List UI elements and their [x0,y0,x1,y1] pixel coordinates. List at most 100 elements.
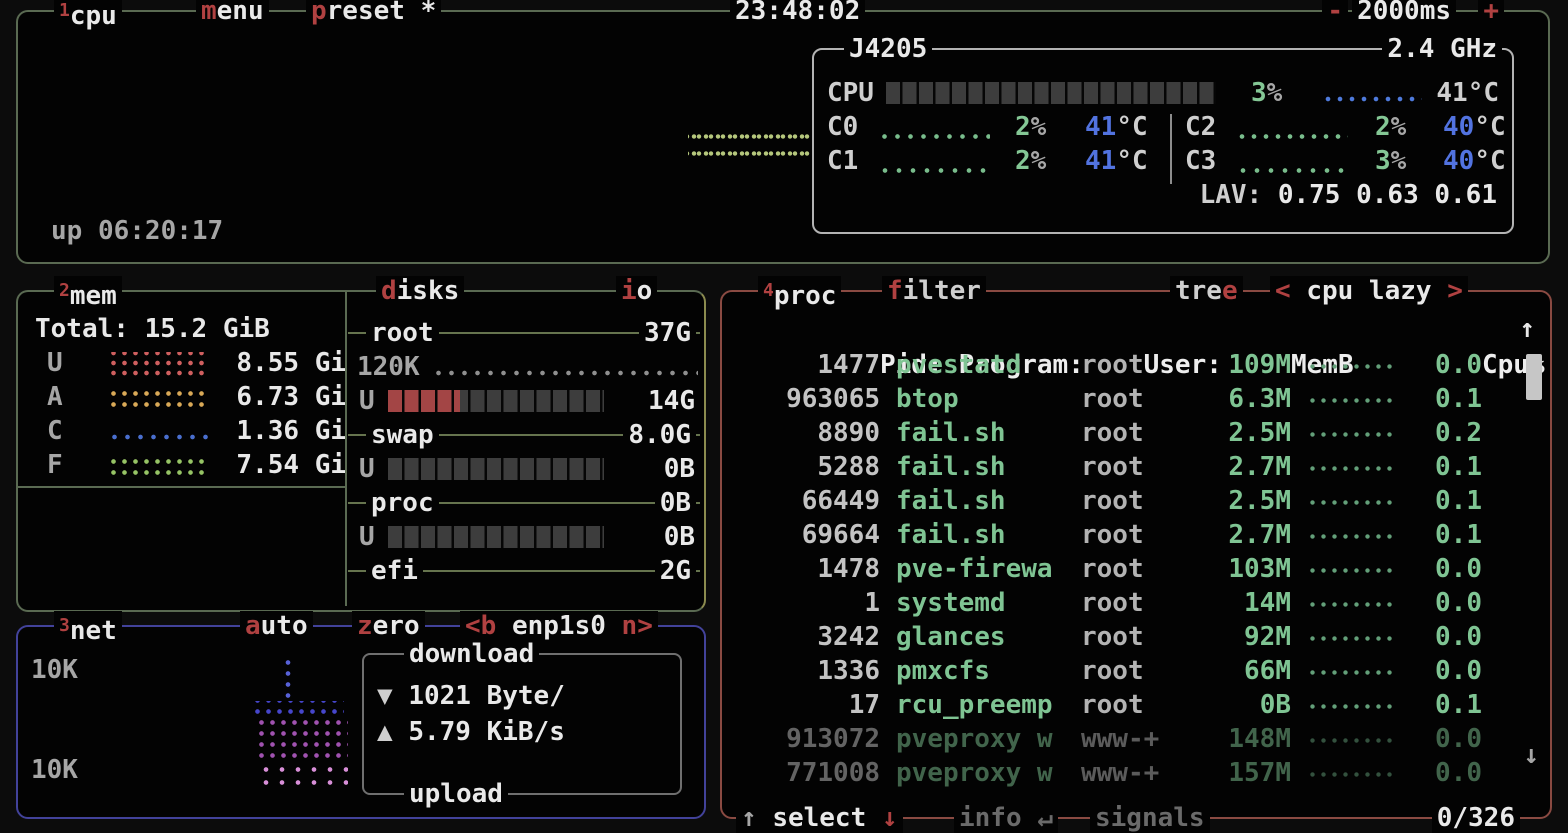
process-cpu: 0.0 [1435,656,1482,686]
process-name: pvestatd [896,350,1022,380]
proc-box-title: proc [773,281,837,311]
mem-total: Total: 15.2 GiB [35,314,270,344]
process-row[interactable]: 69664 fail.sh root 2.7M 0.1 [730,518,1520,552]
process-row[interactable]: 5288 fail.sh root 2.7M 0.1 [730,450,1520,484]
plus-icon: + [1483,0,1499,26]
tree-toggle[interactable]: tree [1170,276,1243,306]
column-user[interactable]: User: [1143,350,1222,380]
process-user: root [1081,350,1144,380]
mem-free-graph [108,456,208,478]
download-label: download [404,639,540,669]
minus-icon: - [1327,0,1343,26]
process-mem: 0B [1259,690,1291,720]
mem-available-key: A [47,382,63,412]
process-cpu: 0.0 [1435,350,1482,380]
process-name: fail.sh [896,452,1006,482]
column-program[interactable]: Program: [958,350,1084,380]
download-arrow-icon: ▼ [377,681,393,711]
sort-prev-icon: < [1275,276,1291,306]
process-row[interactable]: 1477 pvestatd root 109M 0.0 [730,348,1520,382]
mem-cached-key: C [47,416,63,446]
mem-box: 2mem Total: 15.2 GiB U 8.55 Gi A 6.73 Gi… [16,276,706,612]
net-box-title: net [69,616,117,646]
process-pid: 771008 [786,758,880,788]
process-cpu-graph [1307,598,1397,611]
process-user: root [1081,622,1144,652]
process-row[interactable]: 1336 pmxcfs root 66M 0.0 [730,654,1520,688]
proc-box-number: 4 [763,280,774,301]
preset-button[interactable]: preset * [306,0,442,26]
proc-column-headers: Pid:Program:User:MemBCpu% [730,314,1545,380]
process-cpu: 0.0 [1435,622,1482,652]
tab-cpu[interactable]: 1cpu [54,0,122,31]
filter-button[interactable]: filter [882,276,986,306]
tab-proc[interactable]: 4proc [758,276,842,311]
scroll-down-icon[interactable]: ↓ [1523,740,1539,770]
net-auto-toggle[interactable]: auto [240,611,313,641]
net-box: 3net auto zero <b enp1s0 n> 10K 10K down… [16,611,706,819]
info-button[interactable]: info ↵ [954,803,1058,833]
process-cpu: 0.1 [1435,520,1482,550]
process-row[interactable]: 913072 pveproxy w www-+ 148M 0.0 [730,722,1520,756]
process-row[interactable]: 17 rcu_preemp root 0B 0.1 [730,688,1520,722]
net-interface-switcher[interactable]: <b enp1s0 n> [460,611,658,641]
net-zero-toggle[interactable]: zero [352,611,425,641]
disk-used-meter [388,458,604,480]
tab-net[interactable]: 3net [54,611,122,646]
process-name: fail.sh [896,520,1006,550]
sort-direction-icon[interactable]: ↑ [1519,314,1535,344]
process-user: www-+ [1081,724,1160,754]
process-row[interactable]: 66449 fail.sh root 2.5M 0.1 [730,484,1520,518]
process-pid: 66449 [801,486,880,516]
net-stats-panel: download ▼ 1021 Byte/ ▲ 5.79 KiB/s uploa… [362,639,682,809]
mem-cached-value: 1.36 Gi [236,416,346,446]
process-row[interactable]: 963065 btop root 6.3M 0.1 [730,382,1520,416]
mem-box-number: 2 [59,280,70,301]
disk-rule [348,502,700,504]
disk-used-label: U [359,454,375,484]
net-upload-graph [258,761,348,789]
cpu-box: 1cpu menu preset * 23:48:02 - 2000ms + u… [16,0,1550,264]
disk-total: 8.0G [623,420,696,450]
disk-rule [348,570,700,572]
process-user: root [1081,656,1144,686]
column-pid[interactable]: Pid: [880,350,943,380]
process-cpu: 0.1 [1435,690,1482,720]
interval-decrease-button[interactable]: - [1322,0,1348,26]
disk-total: 0B [654,488,696,518]
tab-mem[interactable]: 2mem [54,276,122,311]
mem-box-title: mem [69,281,117,311]
process-row[interactable]: 1 systemd root 14M 0.0 [730,586,1520,620]
load-average: LAV: 0.75 0.63 0.61 [1199,180,1497,210]
uptime: up 06:20:17 [51,216,224,246]
process-cpu: 0.0 [1435,588,1482,618]
process-mem: 6.3M [1228,384,1291,414]
process-cpu-graph [1307,462,1397,475]
net-upload-graph [256,717,348,761]
cpu-total-graph [1322,94,1422,104]
core-graph [1236,164,1348,177]
disk-total: 37G [639,318,696,348]
process-user: root [1081,554,1144,584]
menu-label: enu [216,0,264,26]
process-cpu-graph [1307,734,1397,747]
select-control[interactable]: ↑ select ↓ [736,803,903,833]
mem-free-key: F [47,450,63,480]
interval-increase-button[interactable]: + [1478,0,1504,26]
process-row[interactable]: 8890 fail.sh root 2.5M 0.2 [730,416,1520,450]
cpu-total-meter [886,82,1216,104]
signals-button[interactable]: signals [1090,803,1210,833]
net-scale-top: 10K [31,655,78,685]
process-mem: 92M [1244,622,1291,652]
disk-io-graph [432,368,698,378]
process-pid: 69664 [801,520,880,550]
menu-button[interactable]: menu [196,0,269,26]
sort-selector[interactable]: < cpu lazy > [1270,276,1468,306]
process-row[interactable]: 771008 pveproxy w www-+ 157M 0.0 [730,756,1520,790]
disks-io-toggle[interactable]: io [616,276,658,306]
scrollbar-thumb[interactable] [1526,354,1542,400]
cpu-total-percent: 3% [1251,78,1283,108]
process-row[interactable]: 1478 pve-firewa root 103M 0.0 [730,552,1520,586]
process-row[interactable]: 3242 glances root 92M 0.0 [730,620,1520,654]
process-user: www-+ [1081,758,1160,788]
